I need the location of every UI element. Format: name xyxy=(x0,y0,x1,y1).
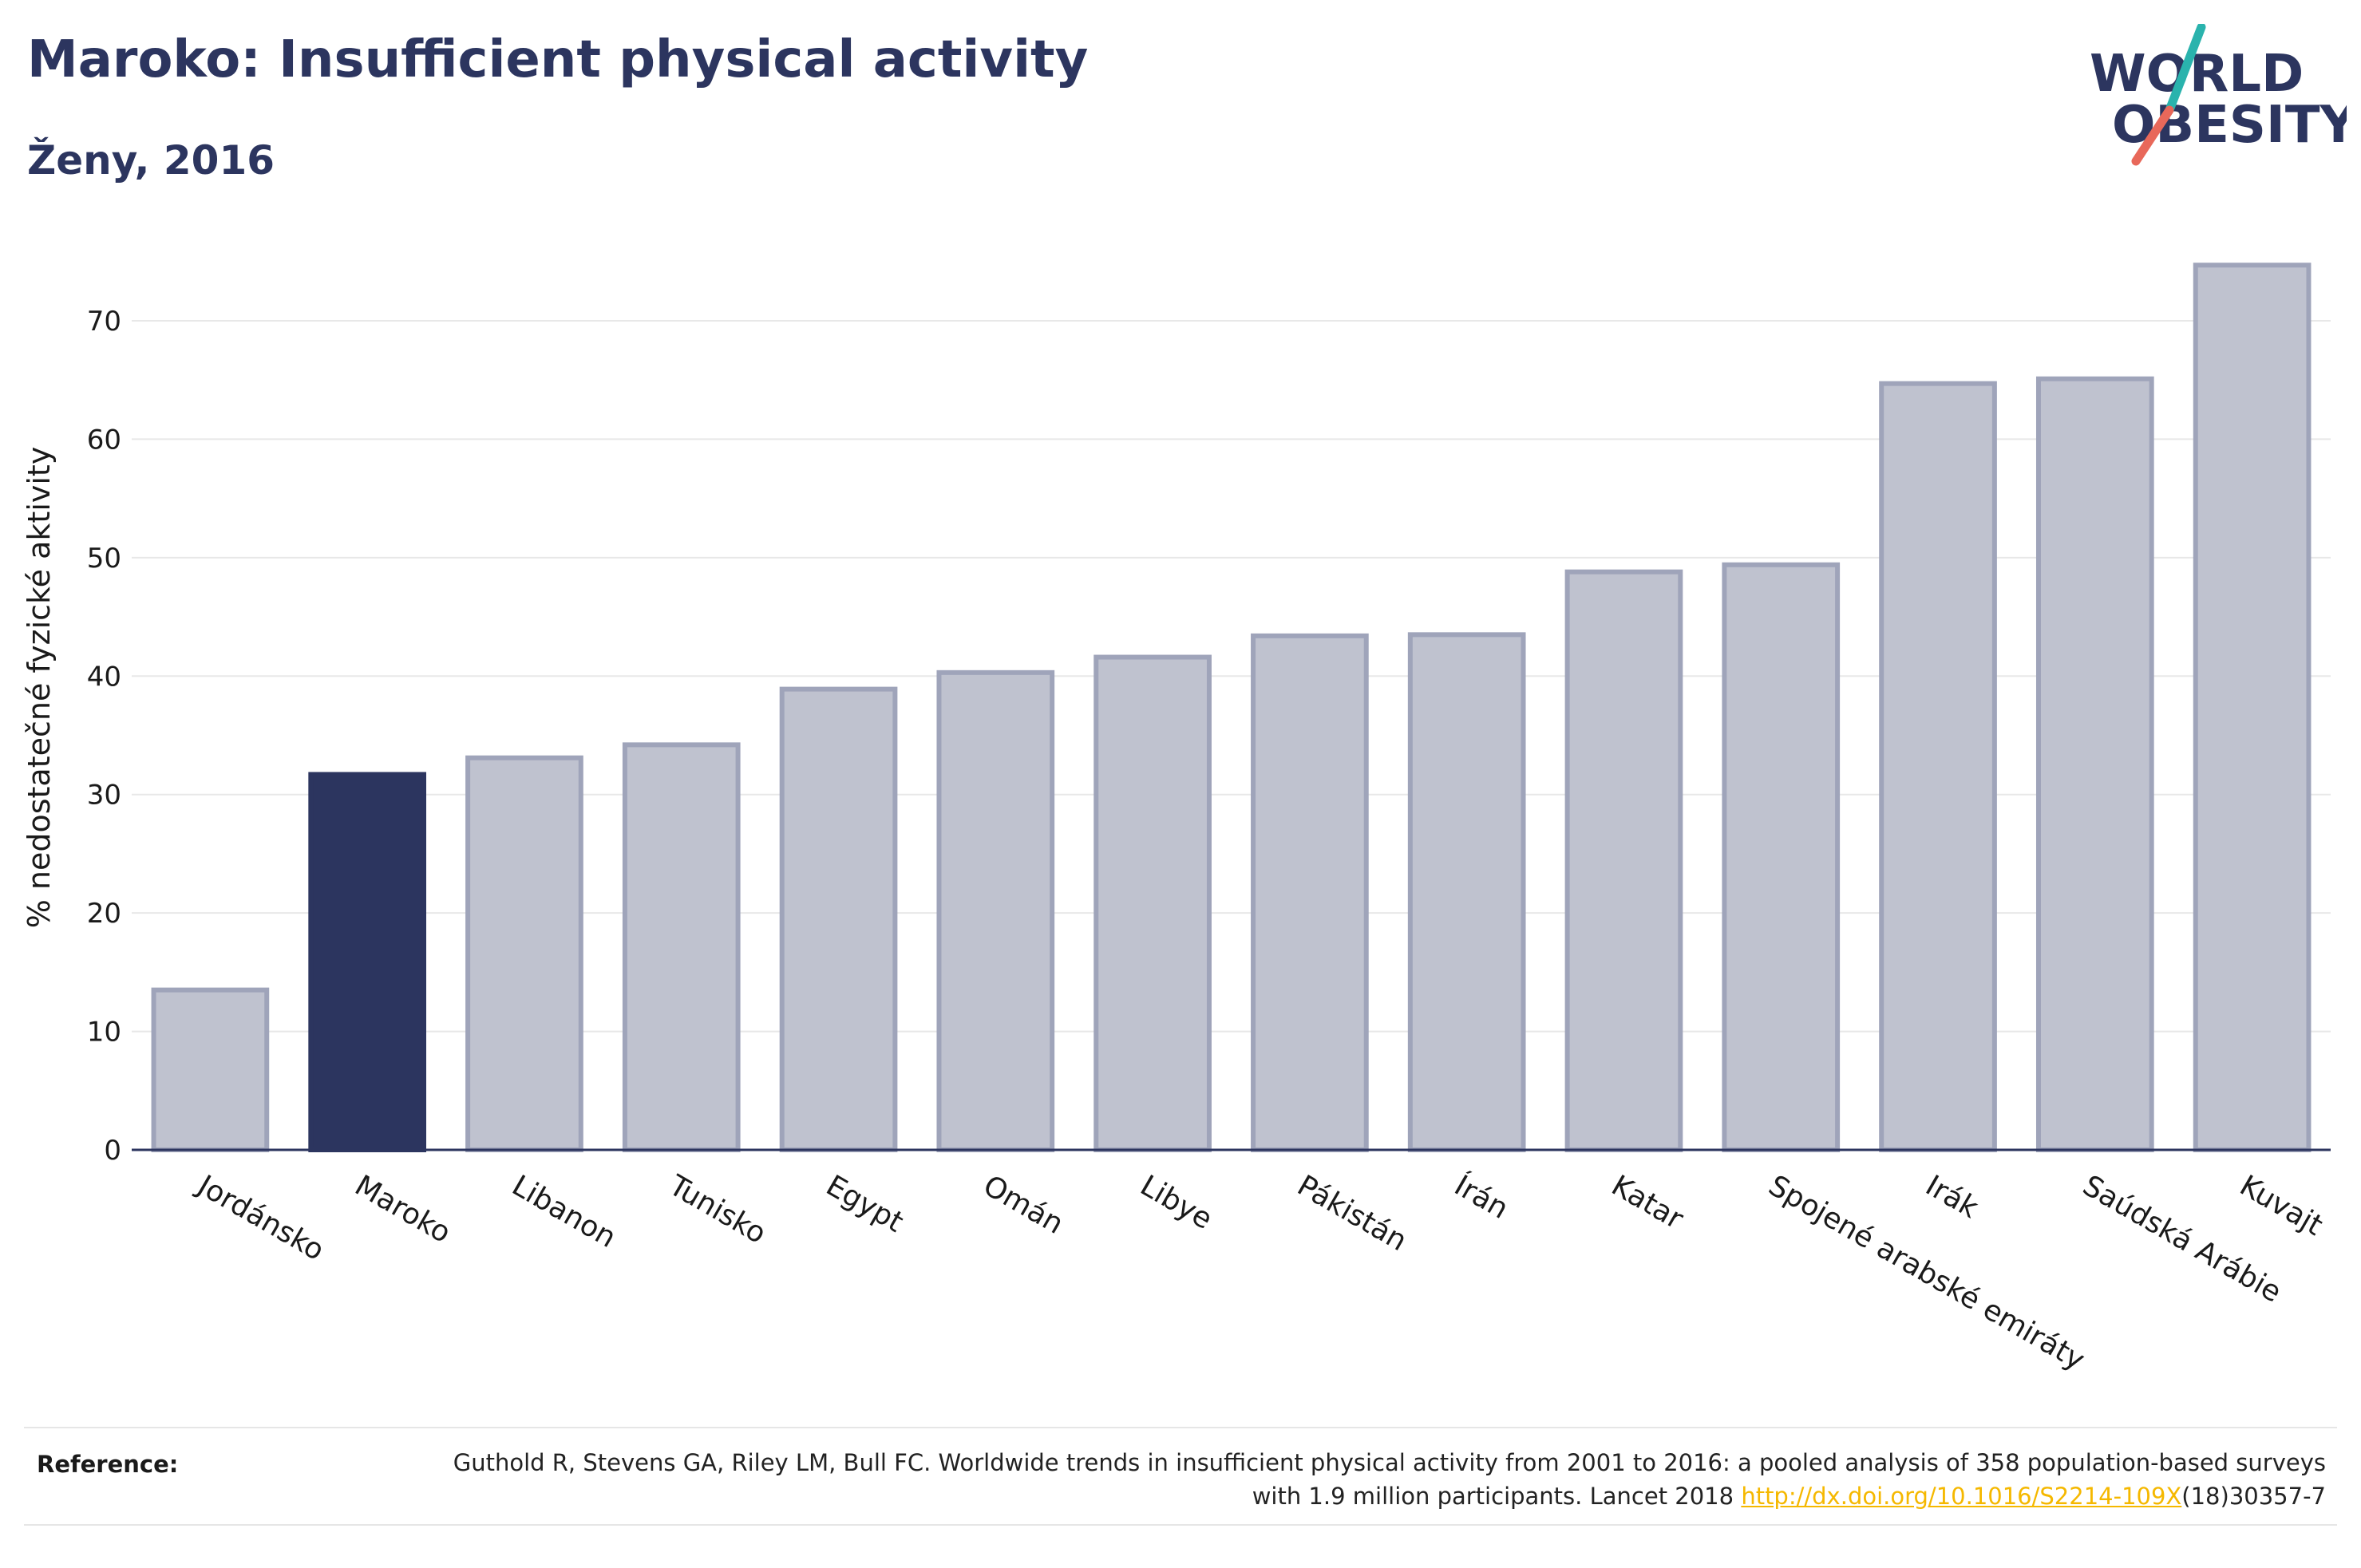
x-tick-label: Libye xyxy=(1135,1169,1218,1236)
y-tick-label: 50 xyxy=(87,543,121,575)
y-axis-label: % nedostatečné fyzické aktivity xyxy=(22,447,57,929)
page-title: Maroko: Insufficient physical activity xyxy=(27,30,1089,89)
bar-maroko xyxy=(308,772,427,1153)
bar-saúdská-arábie xyxy=(2035,376,2154,1153)
y-tick-label: 10 xyxy=(87,1017,121,1049)
x-tick-label: Omán xyxy=(978,1169,1069,1241)
grid-lines xyxy=(132,320,2331,1033)
x-tick-label: Kuvajt xyxy=(2234,1169,2328,1242)
logo-slash-top xyxy=(2165,24,2206,115)
x-tick-label: Katar xyxy=(1606,1169,1689,1236)
reference-text: Guthold R, Stevens GA, Riley LM, Bull FC… xyxy=(410,1446,2326,1513)
bars xyxy=(151,263,2312,1153)
bar-irák xyxy=(1879,381,1997,1153)
reference-label: Reference: xyxy=(37,1451,179,1478)
bar-omán xyxy=(936,669,1055,1152)
bar-katar xyxy=(1564,569,1683,1152)
x-tick-label: Irák xyxy=(1920,1169,1984,1225)
footer-divider-top xyxy=(24,1427,2337,1428)
bar-tunisko xyxy=(622,742,741,1152)
y-tick-labels: 0 10 20 30 40 50 60 70 xyxy=(87,306,121,1167)
bar-libanon xyxy=(465,755,583,1152)
x-tick-labels: Jordánsko Maroko Libanon Tunisko Egypt Omán Li… xyxy=(191,1168,2328,1376)
bar-jordánsko xyxy=(151,987,270,1153)
bar-chart: 0 10 20 30 40 50 60 70 Jordánsko Maroko Libanon Tu… xyxy=(22,263,2331,1377)
x-tick-label: Írán xyxy=(1449,1168,1514,1226)
page-subtitle: Ženy, 2016 xyxy=(27,137,275,184)
footer-divider-bottom xyxy=(24,1524,2337,1526)
x-tick-label: Egypt xyxy=(821,1169,908,1238)
bar-libye xyxy=(1093,654,1212,1152)
logo-line-1: WORLD xyxy=(2090,45,2304,104)
reference-doi-link[interactable]: http://dx.doi.org/10.1016/S2214-109X xyxy=(1741,1483,2182,1510)
logo-slash-bottom xyxy=(2131,105,2174,166)
y-tick-label: 0 xyxy=(104,1135,121,1167)
x-tick-label: Tunisko xyxy=(662,1169,771,1250)
bar-spojené-arabské-emiráty xyxy=(1722,562,1841,1152)
y-tick-label: 70 xyxy=(87,306,121,338)
x-tick-label: Libanon xyxy=(506,1169,621,1254)
reference-suffix: (18)30357-7 xyxy=(2181,1483,2326,1510)
y-tick-label: 30 xyxy=(87,780,121,812)
bar-egypt xyxy=(779,686,898,1152)
bar-pákistán xyxy=(1251,633,1369,1152)
y-tick-label: 60 xyxy=(87,424,121,456)
reference-citation: Guthold R, Stevens GA, Riley LM, Bull FC… xyxy=(453,1449,2326,1510)
y-tick-label: 40 xyxy=(87,661,121,693)
bar-kuvajt xyxy=(2193,263,2312,1153)
world-obesity-logo: WORLD OBESITY xyxy=(2090,24,2347,166)
bar-írán xyxy=(1407,632,1526,1152)
y-tick-label: 20 xyxy=(87,898,121,930)
x-tick-label: Maroko xyxy=(350,1169,457,1250)
x-tick-label: Pákistán xyxy=(1291,1169,1412,1258)
x-tick-label: Jordánsko xyxy=(191,1168,330,1267)
